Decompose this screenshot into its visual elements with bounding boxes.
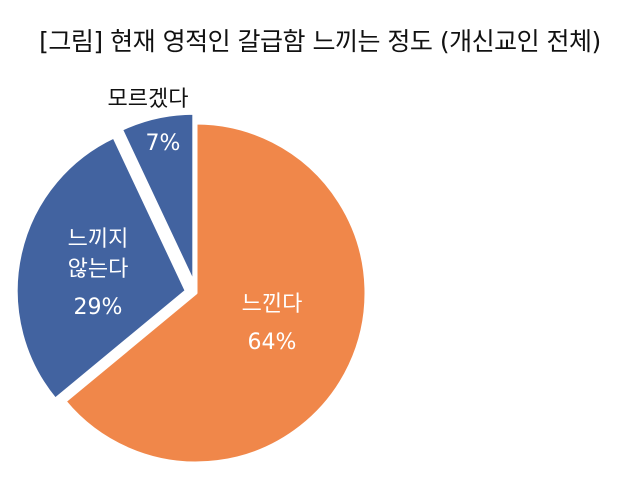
slice-percent-2: 29% [74, 295, 123, 320]
slice-label-2: 않는다 [68, 257, 129, 282]
pie-slice-3 [119, 111, 196, 285]
pie-slices [14, 111, 368, 465]
chart-title: [그림] 현재 영적인 갈급함 느끼는 정도 (개신교인 전체) [39, 27, 601, 56]
slice-label-3: 모르겠다 [108, 87, 189, 112]
slice-percent-3: 7% [146, 131, 181, 156]
pie-slice-1 [63, 121, 368, 465]
pie-slice-2 [14, 135, 188, 401]
slice-percent-1: 64% [248, 330, 297, 355]
slice-label-1: 느낀다 [242, 292, 303, 317]
slice-label-2: 느끼지 [68, 227, 129, 252]
